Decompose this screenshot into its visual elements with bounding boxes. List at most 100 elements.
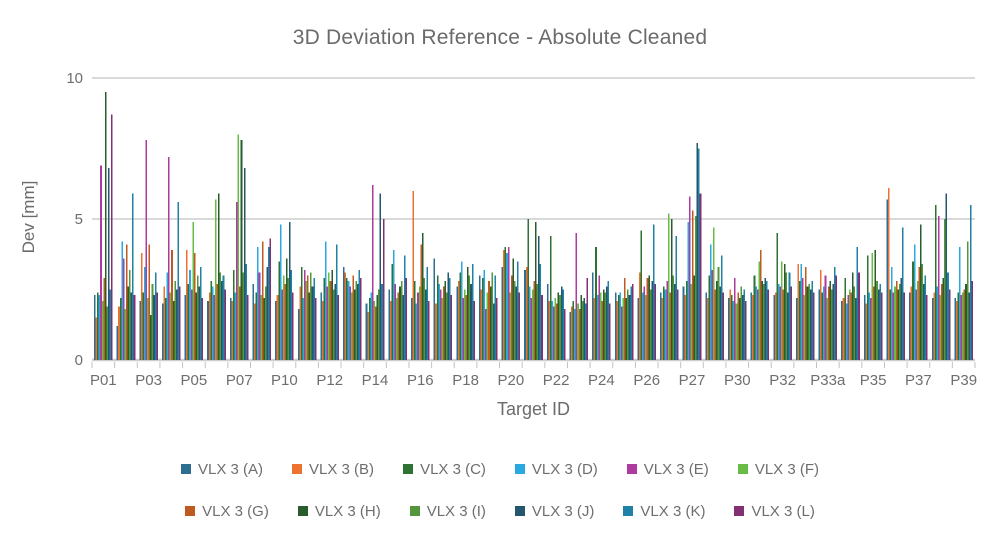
bar (150, 314, 152, 360)
bar (541, 295, 543, 360)
bar (190, 289, 193, 360)
bar (766, 281, 768, 360)
bar (898, 283, 901, 360)
x-tick-label: P26 (633, 372, 660, 389)
bar (97, 292, 99, 360)
bar (450, 295, 453, 360)
bar (557, 292, 560, 360)
bar (305, 281, 308, 360)
bar (756, 289, 759, 360)
legend-swatch-icon (623, 506, 634, 516)
bar (575, 233, 578, 360)
bar (192, 221, 194, 360)
bar (685, 281, 688, 360)
bar (313, 278, 315, 360)
bar (263, 297, 265, 360)
bar (447, 272, 450, 360)
bar (371, 185, 374, 360)
y-tick-label: 10 (66, 70, 83, 87)
bar (614, 292, 617, 360)
bar (485, 309, 487, 360)
bar (844, 278, 846, 360)
bar (178, 286, 181, 360)
bar (853, 286, 856, 360)
bar (734, 278, 736, 360)
bar (171, 250, 173, 360)
bar (367, 312, 369, 360)
bar (198, 286, 201, 360)
bar (111, 114, 113, 360)
bar (877, 289, 880, 360)
bar (467, 266, 469, 360)
bar (331, 269, 333, 360)
bar (559, 295, 561, 360)
bar (663, 286, 665, 360)
bar (119, 297, 122, 360)
bar (457, 281, 460, 360)
bar (649, 289, 652, 360)
bar (299, 286, 301, 360)
bar (310, 272, 312, 360)
bar (186, 250, 188, 360)
bar (842, 297, 845, 360)
legend-swatch-icon (514, 464, 525, 474)
bar (549, 235, 552, 360)
bar (638, 272, 641, 360)
bar (628, 295, 631, 360)
bar (382, 219, 385, 360)
bar (790, 286, 792, 360)
bar (556, 303, 558, 360)
bar (691, 210, 694, 360)
bar (222, 275, 225, 360)
bar (942, 278, 945, 360)
bar (812, 292, 815, 360)
bar (196, 275, 199, 360)
bar (569, 312, 572, 360)
bar (646, 278, 649, 360)
bar (210, 281, 212, 360)
x-tick-label: P30 (724, 372, 751, 389)
bar (524, 269, 526, 360)
legend-item: VLX 3 (K) (623, 503, 705, 520)
bar (156, 292, 158, 360)
legend-swatch-icon (292, 464, 303, 474)
x-tick-label: P14 (362, 372, 389, 389)
bar (901, 227, 904, 360)
legend-item: VLX 3 (L) (734, 503, 815, 520)
legend-label: VLX 3 (F) (754, 460, 819, 478)
bar (417, 292, 419, 360)
legend-swatch-icon (626, 464, 637, 474)
series-vlx-3-k- (109, 148, 972, 360)
bar (551, 300, 554, 360)
bar (261, 241, 264, 360)
bar (320, 292, 322, 360)
legend-swatch-icon (514, 506, 525, 516)
bar (690, 283, 692, 360)
bar (823, 286, 825, 360)
bar (553, 306, 555, 360)
bar (743, 289, 746, 360)
bar (672, 275, 674, 360)
legend-label: VLX 3 (G) (202, 502, 269, 520)
legend-label: VLX 3 (I) (426, 502, 486, 520)
bar (919, 224, 922, 360)
bar (292, 292, 294, 360)
bar (503, 250, 505, 360)
bar (289, 221, 291, 360)
bar (153, 295, 155, 360)
bar (175, 289, 178, 360)
bar (488, 281, 490, 360)
bar (868, 292, 871, 360)
legend-label: VLX 3 (H) (314, 502, 381, 520)
bar (282, 275, 285, 360)
bar (785, 272, 788, 360)
bar (696, 142, 699, 360)
bar (729, 289, 732, 360)
bar (411, 297, 413, 360)
bar (438, 283, 440, 360)
bar (581, 300, 584, 360)
bar (240, 140, 243, 360)
bar (622, 297, 625, 360)
bar (787, 292, 789, 360)
bar (276, 295, 279, 360)
